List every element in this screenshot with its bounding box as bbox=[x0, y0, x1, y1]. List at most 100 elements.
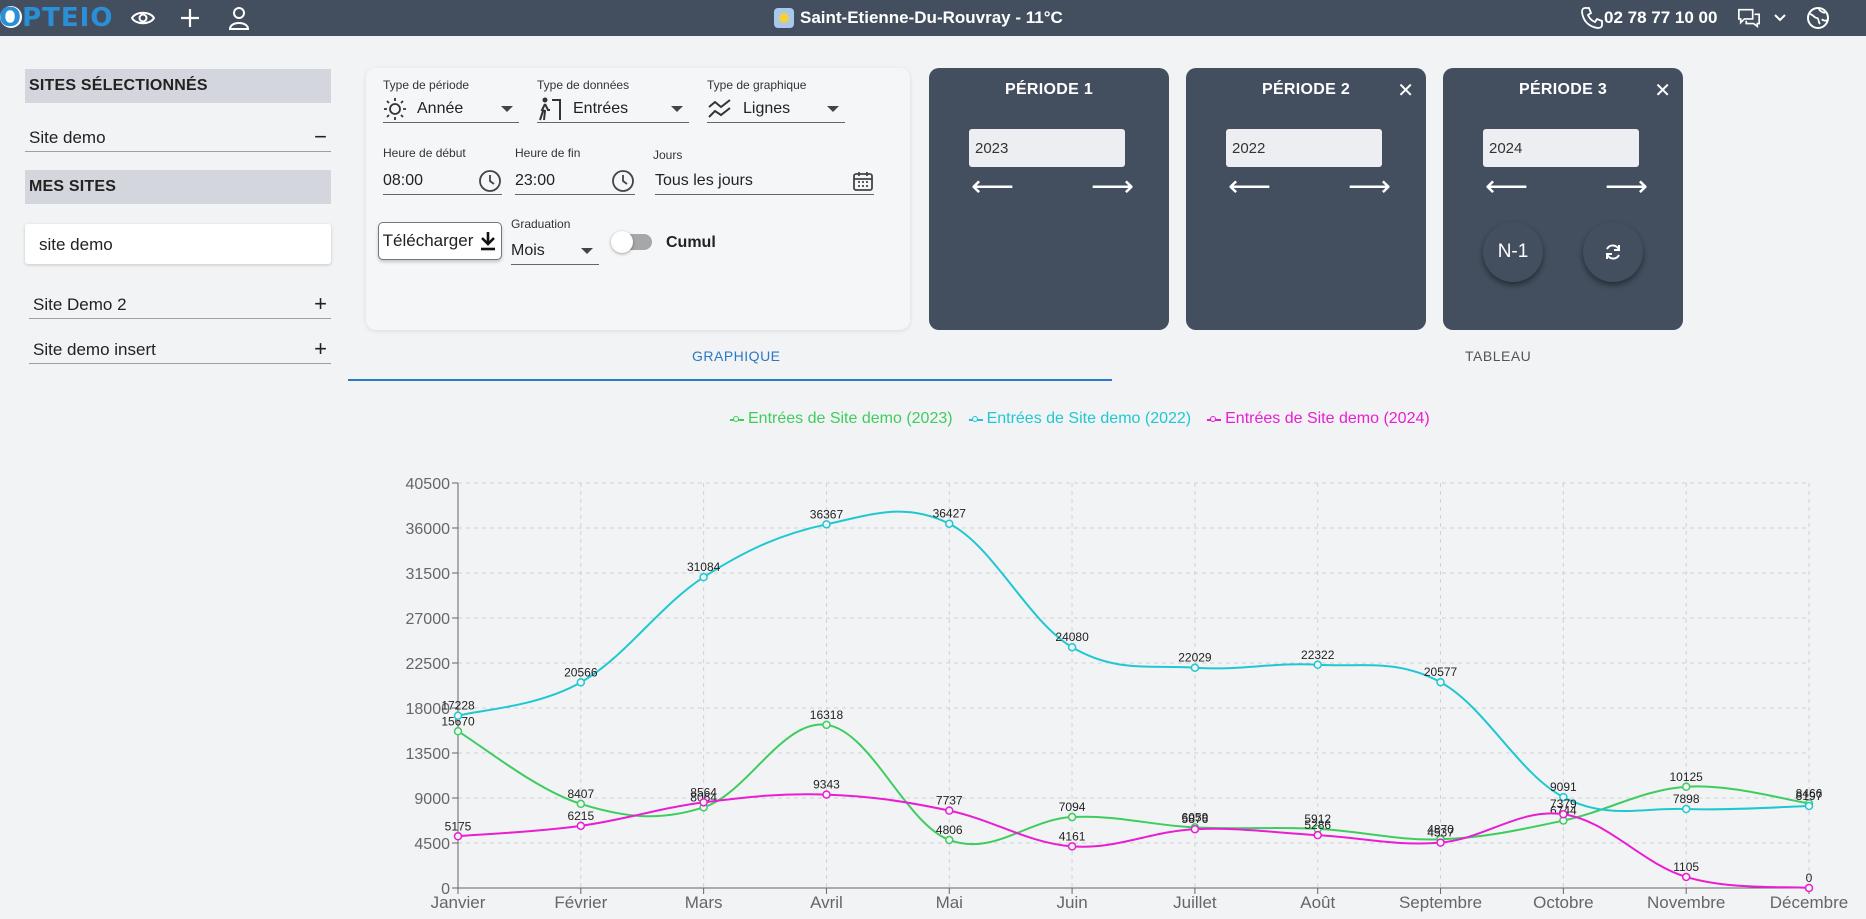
download-button[interactable]: Télécharger bbox=[378, 222, 502, 260]
series-line bbox=[457, 723, 1810, 846]
tab-graphique[interactable]: GRAPHIQUE bbox=[692, 348, 781, 364]
data-point bbox=[576, 678, 586, 687]
previous-year-button[interactable]: N-1 bbox=[1483, 222, 1543, 282]
tab-tableau[interactable]: TABLEAU bbox=[1465, 348, 1532, 364]
site-label: Site Demo 2 bbox=[33, 295, 127, 314]
data-point bbox=[1190, 663, 1200, 672]
chart-type-value: Lignes bbox=[743, 99, 791, 117]
plus-icon[interactable] bbox=[178, 6, 202, 30]
x-tick-label: Janvier bbox=[431, 893, 486, 912]
data-point bbox=[945, 806, 954, 815]
data-point bbox=[822, 520, 831, 529]
data-point bbox=[699, 803, 708, 812]
data-label: 36367 bbox=[810, 507, 844, 521]
download-icon bbox=[481, 232, 496, 251]
location-text: Saint-Etienne-Du-Rouvray - 11°C bbox=[800, 8, 1063, 27]
site-search-input[interactable]: site demo bbox=[25, 224, 331, 264]
data-point bbox=[1436, 677, 1445, 687]
close-icon[interactable]: ✕ bbox=[1397, 80, 1414, 102]
legend-item[interactable]: Entrées de Site demo (2023) bbox=[730, 410, 953, 428]
data-type-value: Entrées bbox=[573, 99, 629, 117]
arrow-left-icon[interactable]: ⟵ bbox=[1485, 170, 1529, 203]
eye-icon[interactable] bbox=[131, 6, 155, 30]
remove-site-icon[interactable]: − bbox=[314, 124, 327, 149]
series-line bbox=[457, 793, 1810, 889]
period-year-input[interactable]: 2024 bbox=[1483, 129, 1639, 167]
data-point bbox=[1190, 823, 1200, 832]
data-point bbox=[576, 821, 586, 831]
data-label: 8407 bbox=[567, 787, 594, 801]
data-point bbox=[1436, 838, 1445, 847]
site-list-item[interactable]: Site demo insert + bbox=[29, 336, 331, 364]
graduation-value: Mois bbox=[511, 241, 545, 259]
legend-marker-icon bbox=[730, 415, 744, 423]
add-site-icon[interactable]: + bbox=[314, 291, 327, 316]
x-tick-label: Février bbox=[554, 893, 607, 912]
arrow-left-icon[interactable]: ⟵ bbox=[971, 170, 1015, 203]
data-label: 4870 bbox=[1427, 822, 1454, 836]
refresh-button[interactable] bbox=[1583, 222, 1643, 282]
chevron-down-icon[interactable] bbox=[1768, 6, 1792, 30]
end-hour-input[interactable]: 23:00 bbox=[515, 167, 635, 195]
user-icon[interactable] bbox=[227, 6, 251, 30]
y-tick-label: 40500 bbox=[406, 476, 451, 493]
period-cycle-icon bbox=[384, 97, 406, 120]
data-label: 1105 bbox=[1673, 860, 1699, 874]
cumul-toggle[interactable] bbox=[611, 231, 652, 253]
data-label: 15670 bbox=[441, 714, 475, 728]
app-logo[interactable]: OPTEIO bbox=[0, 3, 114, 33]
download-label: Télécharger bbox=[382, 231, 474, 250]
selected-site-item[interactable]: Site demo − bbox=[25, 124, 331, 152]
data-label: 9343 bbox=[813, 778, 840, 792]
globe-icon[interactable] bbox=[1806, 6, 1830, 30]
site-list-item[interactable]: Site Demo 2 + bbox=[29, 291, 331, 319]
data-point bbox=[1559, 809, 1568, 819]
period-type-label: Type de période bbox=[383, 78, 470, 92]
phone-contact[interactable]: 02 78 77 10 00 bbox=[1580, 6, 1717, 30]
days-input[interactable]: Tous les jours bbox=[655, 167, 874, 195]
chart-legend: Entrées de Site demo (2023) Entrées de S… bbox=[730, 410, 1430, 428]
period-title: PÉRIODE 3 bbox=[1518, 81, 1608, 98]
legend-item[interactable]: Entrées de Site demo (2024) bbox=[1207, 410, 1430, 428]
data-type-select[interactable]: Entrées bbox=[537, 95, 689, 123]
chat-icon[interactable] bbox=[1737, 6, 1761, 30]
data-label: 7898 bbox=[1673, 792, 1700, 806]
period-type-select[interactable]: Année bbox=[383, 95, 519, 123]
period-year-input[interactable]: 2022 bbox=[1226, 129, 1382, 167]
legend-marker-icon bbox=[968, 415, 983, 423]
x-tick-label: Décembre bbox=[1770, 893, 1848, 912]
data-label: 36427 bbox=[933, 507, 967, 521]
end-hour-value: 23:00 bbox=[515, 171, 556, 189]
chart-type-select[interactable]: Lignes bbox=[707, 95, 845, 123]
add-site-icon[interactable]: + bbox=[314, 336, 327, 361]
clock-icon[interactable] bbox=[611, 169, 635, 193]
data-point bbox=[1436, 835, 1445, 844]
arrow-left-icon[interactable]: ⟵ bbox=[1228, 170, 1272, 203]
location-weather: Saint-Etienne-Du-Rouvray - 11°C bbox=[774, 6, 1063, 30]
clock-icon[interactable] bbox=[478, 169, 502, 193]
arrow-right-icon[interactable]: ⟶ bbox=[1091, 170, 1135, 203]
y-tick-label: 9000 bbox=[414, 791, 450, 808]
selected-sites-header: SITES SÉLECTIONNÉS bbox=[25, 69, 331, 103]
legend-item[interactable]: Entrées de Site demo (2022) bbox=[968, 410, 1192, 428]
arrow-right-icon[interactable]: ⟶ bbox=[1605, 170, 1649, 203]
close-icon[interactable]: ✕ bbox=[1654, 80, 1671, 102]
x-tick-label: Octobre bbox=[1533, 893, 1593, 912]
data-point bbox=[1804, 801, 1814, 811]
data-label: 5175 bbox=[445, 819, 472, 833]
dropdown-caret-icon bbox=[827, 105, 839, 112]
legend-label: Entrées de Site demo (2022) bbox=[986, 410, 1192, 427]
period-year-input[interactable]: 2023 bbox=[969, 129, 1125, 167]
data-point bbox=[1313, 824, 1322, 834]
calendar-icon[interactable] bbox=[852, 170, 874, 192]
data-point bbox=[1681, 782, 1691, 791]
data-label: 20577 bbox=[1424, 665, 1458, 679]
days-value: Tous les jours bbox=[655, 171, 753, 189]
start-hour-input[interactable]: 08:00 bbox=[383, 167, 502, 195]
data-point bbox=[1067, 812, 1077, 822]
graduation-select[interactable]: Mois bbox=[511, 237, 599, 265]
arrow-right-icon[interactable]: ⟶ bbox=[1348, 170, 1392, 203]
x-tick-label: Avril bbox=[810, 893, 843, 912]
y-tick-label: 18000 bbox=[406, 701, 451, 718]
period-card-1: PÉRIODE 1 2023 ⟵ ⟶ bbox=[929, 68, 1169, 330]
